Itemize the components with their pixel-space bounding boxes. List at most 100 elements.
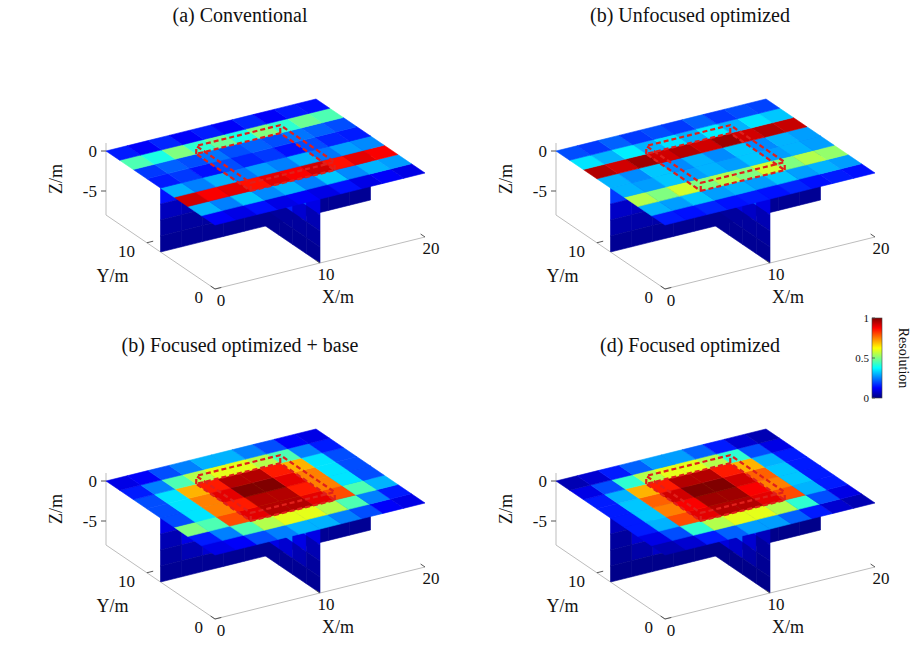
z-tick <box>101 151 106 152</box>
x-tick <box>316 260 320 263</box>
colorbar: 00.51Resolution <box>855 312 911 404</box>
z-axis <box>106 473 107 545</box>
z-tick-label: 0 <box>89 142 98 161</box>
z-axis-title: Z/m <box>496 164 516 194</box>
focus-post <box>334 492 336 500</box>
plot-area <box>106 429 425 593</box>
axes <box>556 473 875 619</box>
focus-box-top <box>646 455 785 513</box>
slice-yz-cell <box>716 540 730 565</box>
z-axis <box>556 143 557 215</box>
slice-yz-cell <box>743 559 757 584</box>
z-tick-label: 0 <box>539 142 548 161</box>
slice-yz-cell <box>716 210 730 235</box>
focus-post <box>195 476 197 484</box>
y-axis-title: Y/m <box>546 266 578 286</box>
axes <box>106 143 425 289</box>
focus-post <box>645 146 647 154</box>
panel-title: (b) Focused optimized + base <box>122 334 359 357</box>
colorbar-label: Resolution <box>896 328 911 389</box>
panel: 010200100-5X/mY/mZ/m(b) Focused optimize… <box>46 334 440 640</box>
y-tick <box>665 287 671 289</box>
x-tick-label: 20 <box>423 569 440 588</box>
focus-post <box>195 146 197 154</box>
z-tick-label: -5 <box>83 512 97 531</box>
x-tick-label: 0 <box>217 291 226 310</box>
axes <box>106 473 425 619</box>
ticks: 010200100-5 <box>83 472 440 640</box>
z-tick-label: -5 <box>533 512 547 531</box>
slice-xz-cell <box>611 561 632 582</box>
focus-post <box>250 513 252 521</box>
surface-cell <box>295 429 330 443</box>
z-tick-label: -5 <box>83 182 97 201</box>
panel-title: (a) Conventional <box>173 4 308 27</box>
surface-cell <box>295 99 330 113</box>
slice-yz-cell <box>266 540 280 565</box>
slice-xz-cell <box>161 561 182 582</box>
x-tick <box>871 564 875 567</box>
y-tick-label: 0 <box>195 618 204 637</box>
surface-cell <box>745 429 780 443</box>
y-axis-title: Y/m <box>546 596 578 616</box>
panel-title: (d) Focused optimized <box>600 334 780 357</box>
x-tick <box>211 616 215 619</box>
x-axis-title: X/m <box>322 617 354 637</box>
z-axis <box>556 473 557 545</box>
focus-post <box>645 476 647 484</box>
focus-post <box>250 183 252 191</box>
ticks: 010200100-5 <box>533 472 890 640</box>
z-tick-label: 0 <box>539 472 548 491</box>
y-tick <box>147 241 153 243</box>
slice-yz-cell <box>266 210 280 235</box>
focus-post <box>784 162 786 170</box>
slice-yz-cell <box>743 229 757 254</box>
z-tick-label: 0 <box>89 472 98 491</box>
slice-yz-cell <box>729 549 743 574</box>
x-tick-label: 20 <box>423 239 440 258</box>
slice-xz-cell <box>182 556 203 577</box>
z-tick <box>101 481 106 482</box>
slice-yz-cell <box>756 238 770 263</box>
colorbar-bar <box>872 318 882 398</box>
slice-yz-cell <box>756 568 770 593</box>
slice-xz-cell <box>182 226 203 247</box>
y-tick-label: 10 <box>118 572 135 591</box>
ticks: 010200100-5 <box>533 142 890 310</box>
slice-yz-cell <box>293 229 307 254</box>
panel-title: (b) Unfocused optimized <box>590 4 790 27</box>
y-tick <box>215 287 221 289</box>
y-tick-label: 10 <box>568 572 585 591</box>
colorbar-tick-label: 0 <box>864 392 870 404</box>
slice-yz-cell <box>306 568 320 593</box>
plot-area <box>556 429 875 593</box>
x-tick <box>211 286 215 289</box>
y-tick <box>597 241 603 243</box>
y-axis-title: Y/m <box>96 266 128 286</box>
panel: 010200100-5X/mY/mZ/m(d) Focused optimize… <box>496 334 890 640</box>
y-tick <box>665 617 671 619</box>
figure: 0 10 20 0 10 0 -5 X/m Y/m Z/m (a) Conventional 0 10 2… <box>0 0 919 669</box>
x-tick-label: 10 <box>318 595 335 614</box>
focus-post <box>279 125 281 133</box>
y-tick-label: 0 <box>645 288 654 307</box>
x-tick-label: 10 <box>768 595 785 614</box>
focus-post <box>700 183 702 191</box>
slice-yz-cell <box>306 238 320 263</box>
z-tick <box>551 521 556 522</box>
y-tick-label: 0 <box>195 288 204 307</box>
focus-box-top <box>196 455 335 513</box>
focus-post <box>784 492 786 500</box>
y-tick <box>597 571 603 573</box>
focus-post <box>729 455 731 463</box>
axes <box>556 143 875 289</box>
y-tick-label: 10 <box>568 242 585 261</box>
colorbar-tick <box>872 358 875 359</box>
x-tick-label: 20 <box>873 239 890 258</box>
x-tick <box>766 260 770 263</box>
y-tick <box>147 571 153 573</box>
focus-post <box>729 125 731 133</box>
x-axis-title: X/m <box>772 617 804 637</box>
slice-xz-cell <box>632 226 653 247</box>
x-tick <box>421 234 425 237</box>
